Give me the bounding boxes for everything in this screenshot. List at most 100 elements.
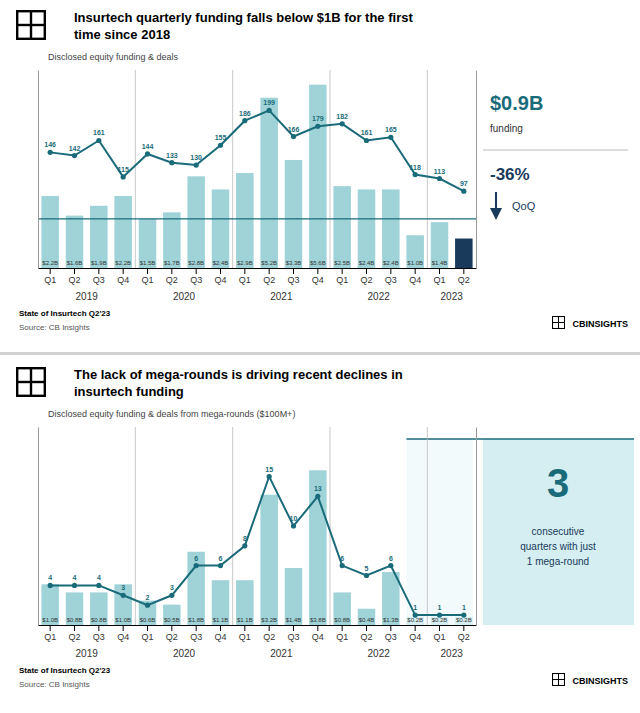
year-divider	[330, 427, 331, 625]
x-tick-mark	[220, 268, 221, 274]
x-tick-mark	[293, 625, 294, 631]
x-tick-label: Q1	[336, 632, 348, 642]
deal-label: 4	[48, 574, 52, 581]
x-tick-mark	[439, 268, 440, 274]
logo-icon	[16, 10, 46, 40]
deal-label: 10	[290, 515, 298, 522]
bar	[455, 239, 473, 268]
x-tick-label: Q1	[44, 632, 56, 642]
x-tick-label: Q3	[385, 275, 397, 285]
deal-label: 155	[215, 134, 227, 141]
deal-label: 115	[118, 166, 129, 173]
plot-area	[38, 85, 476, 268]
deal-label: 161	[93, 129, 105, 136]
bar-label: $0.8B	[67, 617, 83, 623]
deal-label: 142	[69, 145, 81, 152]
logo-icon-cell	[559, 317, 564, 322]
logo-icon-box	[16, 10, 46, 40]
logo-icon	[16, 367, 46, 397]
bar-label: $2.4B	[213, 260, 229, 266]
logo-icon-cell	[18, 383, 29, 394]
logo-icon-cell	[553, 323, 558, 328]
highlight-bracket	[406, 438, 634, 440]
deal-marker	[121, 174, 126, 179]
x-tick-label: Q4	[409, 632, 421, 642]
deal-marker	[72, 583, 77, 588]
x-tick: Q2	[263, 268, 275, 285]
deal-label: 146	[44, 141, 56, 148]
deal-label: 6	[340, 555, 344, 562]
deal-label: 130	[190, 154, 202, 161]
y-axis-line	[38, 71, 39, 269]
x-tick: Q1	[433, 268, 445, 285]
x-axis-line	[39, 268, 477, 269]
bar-label: $0.8B	[91, 617, 107, 623]
x-tick-label: Q3	[190, 632, 202, 642]
x-tick-mark	[74, 625, 75, 631]
x-tick-mark	[244, 625, 245, 631]
logo-icon-cell	[32, 383, 43, 394]
deal-marker	[121, 593, 126, 598]
x-tick: Q1	[239, 625, 251, 642]
bar	[406, 617, 424, 625]
bar-label: $2.8B	[188, 260, 204, 266]
x-tick: Q3	[93, 625, 105, 642]
bar	[41, 584, 59, 625]
bar-label: $1.1B	[213, 617, 229, 623]
deal-label: 3	[170, 584, 174, 591]
bar-label: $0.5B	[164, 617, 180, 623]
deal-marker	[48, 150, 53, 155]
y2-axis	[476, 428, 477, 626]
bar	[236, 580, 254, 625]
x-tick: Q4	[214, 625, 226, 642]
deal-line	[50, 110, 464, 191]
deal-marker	[388, 563, 393, 568]
bar	[41, 196, 59, 268]
x-tick-label: Q2	[263, 632, 275, 642]
logo-icon-cell	[559, 680, 564, 685]
x-tick-label: Q1	[44, 275, 56, 285]
bar	[431, 617, 449, 625]
logo-icon-cell	[18, 369, 29, 380]
deal-marker	[340, 563, 345, 568]
bar-label: $3.3B	[286, 260, 302, 266]
x-tick-mark	[366, 625, 367, 631]
bar	[260, 495, 278, 625]
highlight-change-label: QoQ	[512, 200, 536, 212]
bar	[309, 470, 327, 625]
x-tick-label: Q1	[433, 275, 445, 285]
x-tick-label: Q4	[409, 275, 421, 285]
x-tick: Q2	[166, 625, 178, 642]
x-tick-label: Q1	[336, 275, 348, 285]
annotation-box	[483, 439, 634, 625]
bar-label: $0.4B	[359, 617, 375, 623]
bar	[406, 235, 424, 268]
x-tick-label: Q2	[166, 632, 178, 642]
logo-icon-cell	[553, 317, 558, 322]
bar	[187, 552, 205, 625]
x-tick-mark	[390, 268, 391, 274]
bar-label: $1.0B	[115, 617, 131, 623]
deal-label: 118	[410, 164, 421, 171]
x-tick-mark	[439, 625, 440, 631]
bar	[236, 173, 254, 268]
x-tick: Q1	[336, 268, 348, 285]
year-label: 2020	[173, 648, 196, 659]
bar-label: $1.4B	[286, 617, 302, 623]
x-tick: Q3	[287, 625, 299, 642]
bar	[66, 216, 84, 268]
y2-axis	[476, 71, 477, 269]
deal-label: 199	[263, 99, 275, 106]
deal-label: 186	[239, 110, 251, 117]
deal-marker	[48, 583, 53, 588]
bar-label: $2.5B	[334, 260, 350, 266]
y-axis	[38, 428, 39, 626]
title: The lack of mega-rounds is driving recen…	[74, 367, 403, 399]
x-tick: Q1	[336, 625, 348, 642]
x-tick-label: Q2	[68, 275, 80, 285]
year-label: 2023	[441, 291, 464, 302]
year-divider	[427, 427, 428, 625]
bar-label: $2.4B	[383, 260, 399, 266]
deal-label: 3	[121, 584, 125, 591]
year-divider	[232, 427, 233, 625]
